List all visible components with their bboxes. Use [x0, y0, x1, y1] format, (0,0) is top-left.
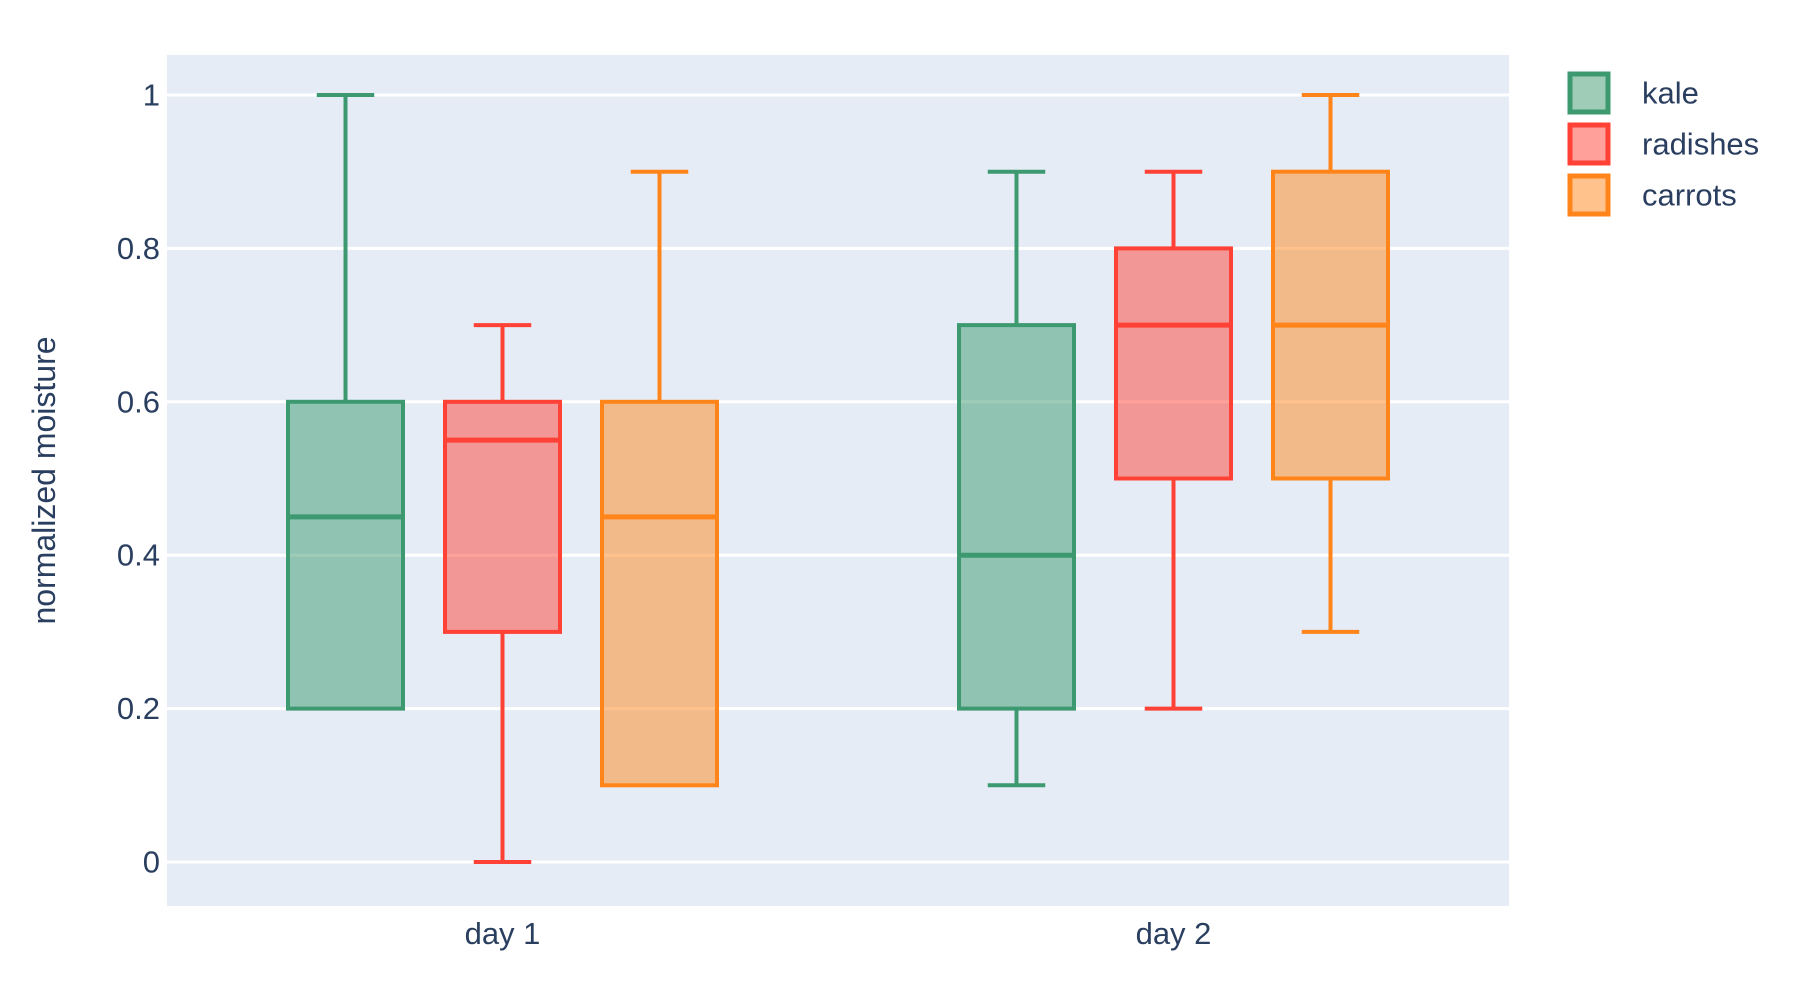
- trace-kale: [286, 93, 1076, 788]
- y-tick-label: 0: [143, 845, 160, 880]
- iqr-box: [286, 399, 405, 711]
- y-axis-tick-labels: 0 0.2 0.4 0.6 0.8 1: [117, 78, 160, 880]
- box-traces: [286, 93, 1390, 864]
- y-tick-label: 0.6: [117, 384, 160, 419]
- box-carrots-day-2[interactable]: [1271, 93, 1390, 634]
- iqr-box: [600, 399, 719, 788]
- legend-item-carrots[interactable]: carrots: [1567, 173, 1737, 217]
- legend-item-radishes[interactable]: radishes: [1567, 122, 1759, 166]
- iqr-box: [957, 323, 1076, 711]
- legend-swatch-carrots: [1567, 173, 1611, 217]
- iqr-box: [1114, 246, 1233, 481]
- y-axis-title: normalized moisture: [26, 336, 62, 624]
- legend-label-carrots: carrots: [1642, 178, 1737, 213]
- legend: kale radishes carrots: [1567, 71, 1759, 217]
- box-radishes-day-2[interactable]: [1114, 169, 1233, 711]
- box-kale-day-2[interactable]: [957, 169, 1076, 788]
- y-tick-label: 1: [143, 78, 160, 113]
- x-tick-label-day-2: day 2: [1136, 916, 1212, 951]
- y-tick-label: 0.4: [117, 538, 160, 573]
- legend-item-kale[interactable]: kale: [1567, 71, 1699, 115]
- box-carrots-day-1[interactable]: [600, 169, 719, 788]
- y-tick-label: 0.8: [117, 231, 160, 266]
- box-radishes-day-1[interactable]: [443, 323, 562, 864]
- iqr-box: [443, 399, 562, 634]
- x-axis-tick-labels: day 1 day 2: [465, 916, 1212, 951]
- trace-carrots: [600, 93, 1390, 788]
- legend-label-radishes: radishes: [1642, 127, 1759, 162]
- y-tick-label: 0.2: [117, 691, 160, 726]
- legend-label-kale: kale: [1642, 76, 1699, 111]
- trace-radishes: [443, 169, 1233, 864]
- x-tick-label-day-1: day 1: [465, 916, 541, 951]
- box-kale-day-1[interactable]: [286, 93, 405, 711]
- legend-swatch-kale: [1567, 71, 1611, 115]
- legend-swatch-radishes: [1567, 122, 1611, 166]
